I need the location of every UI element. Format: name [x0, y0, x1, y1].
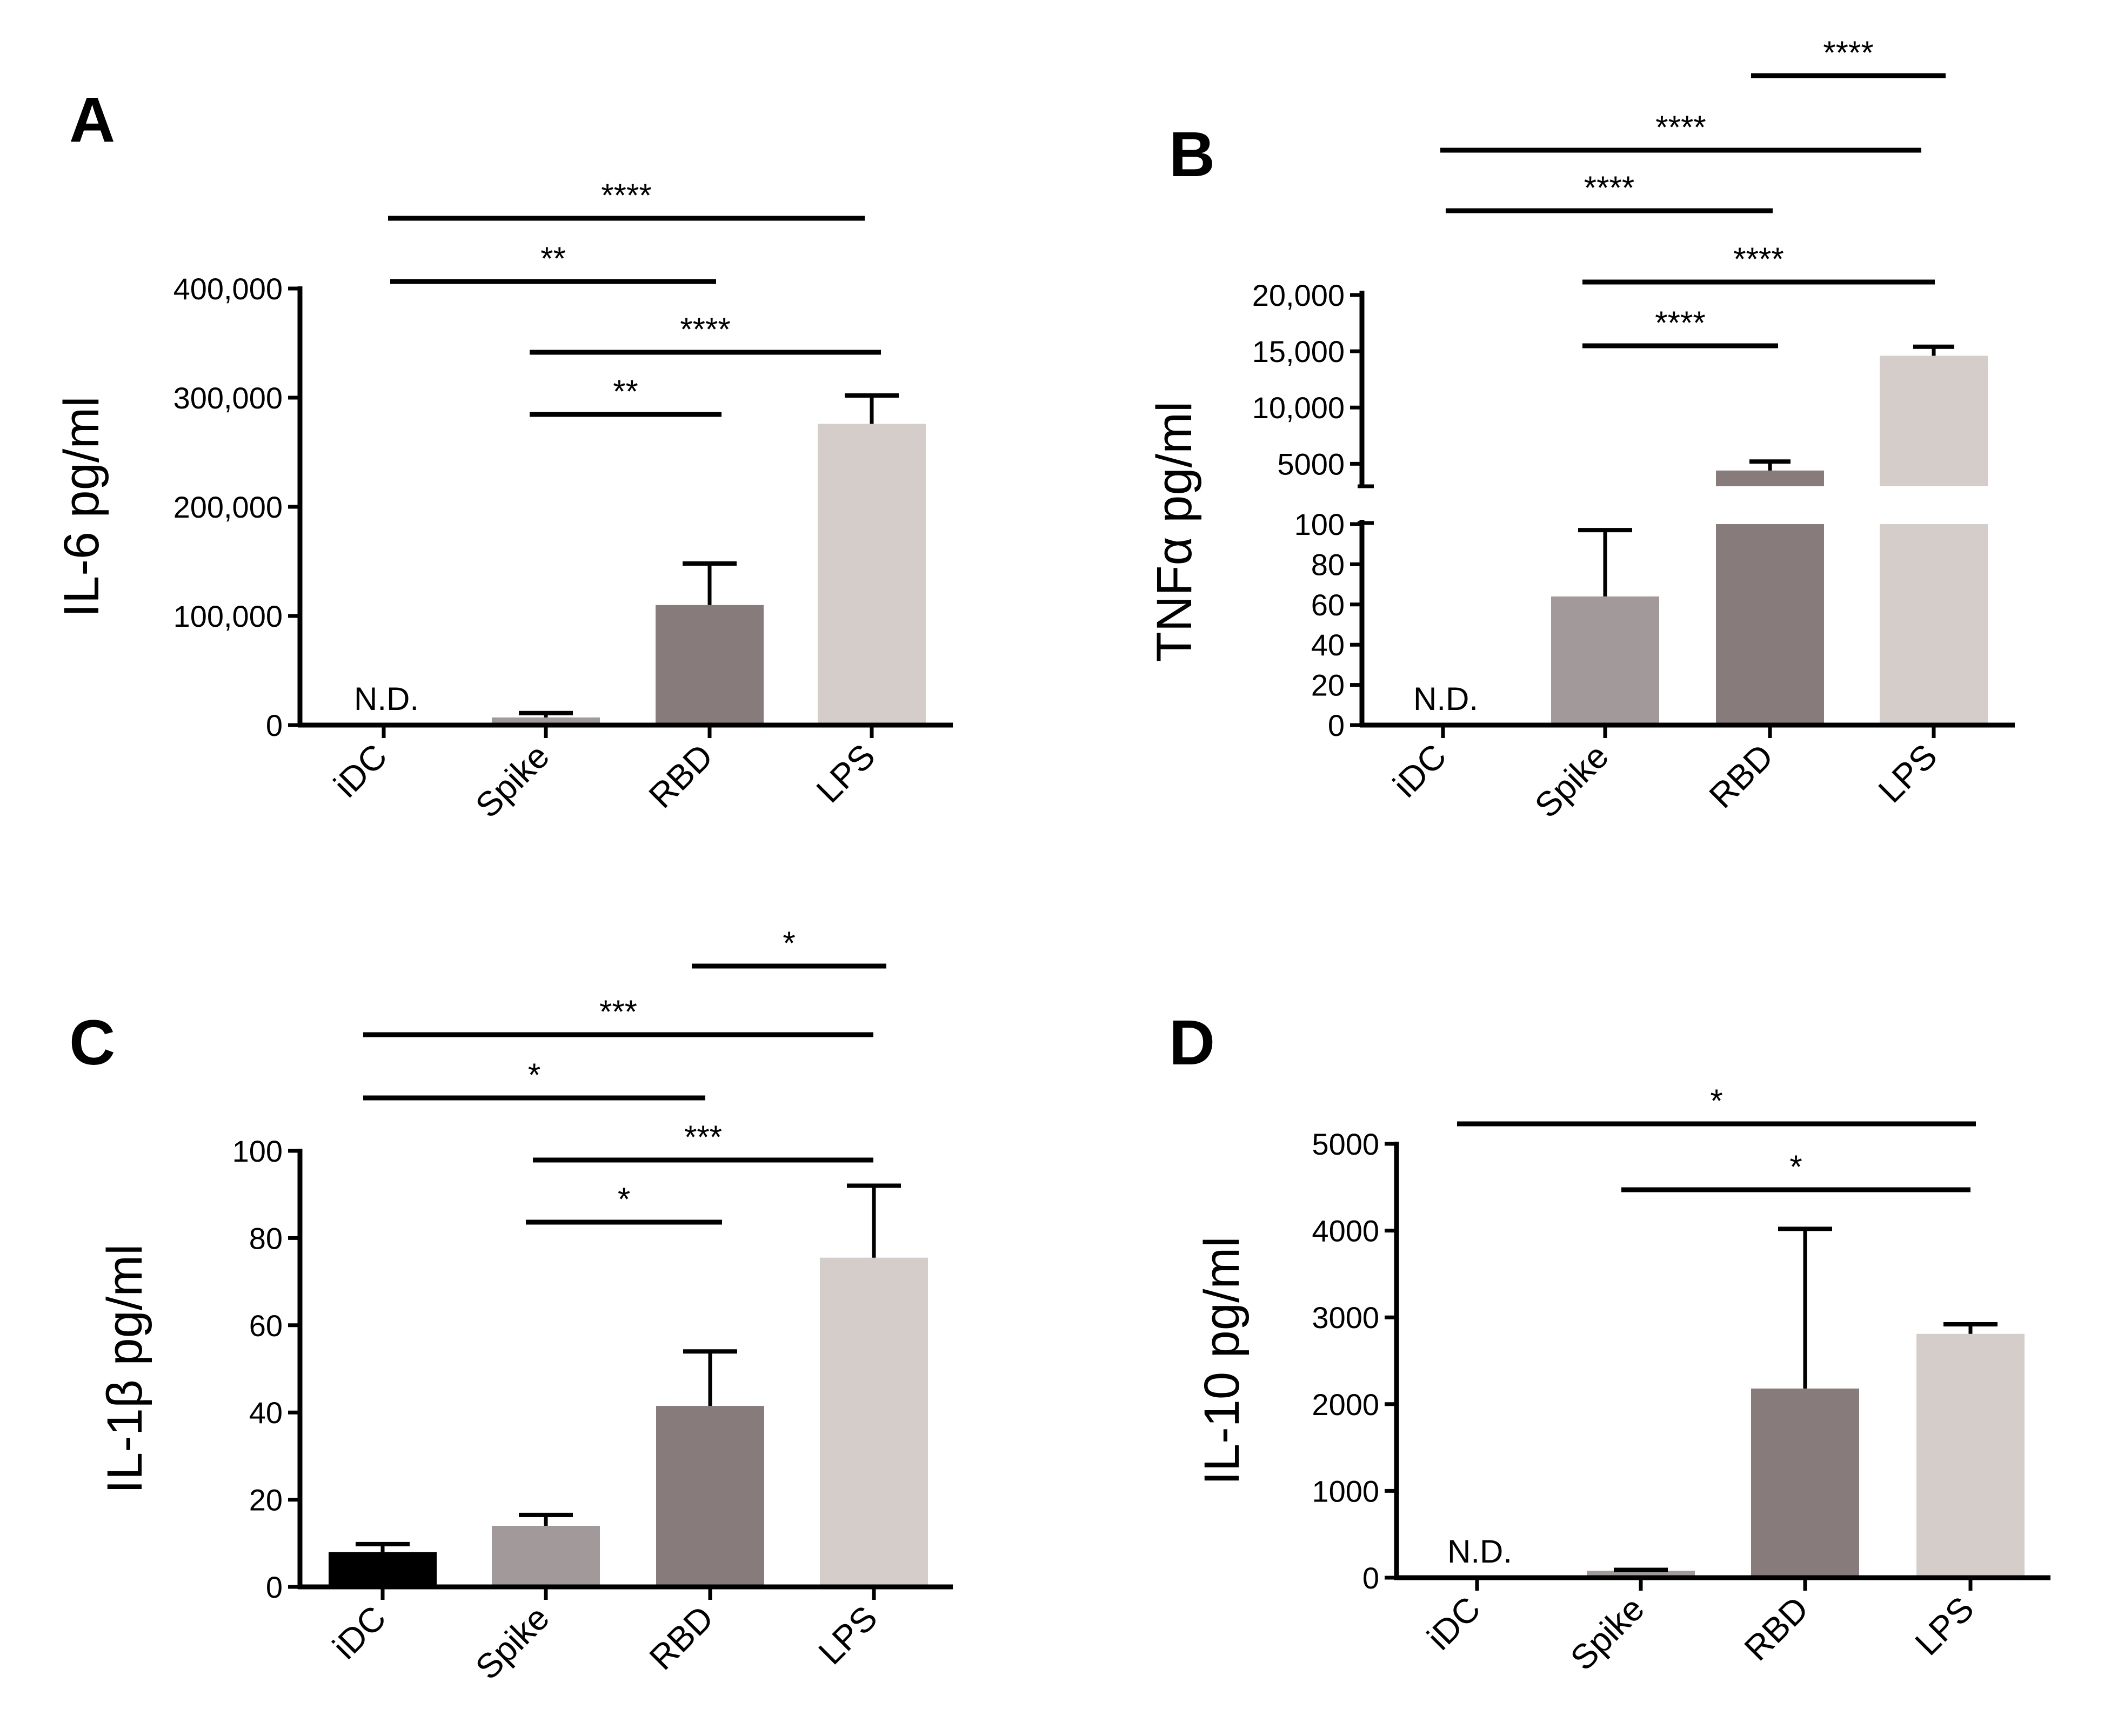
- panel-letter: A: [69, 84, 115, 156]
- y-y-tick-label: 0: [266, 708, 283, 742]
- not-detected-label: N.D.: [1447, 1533, 1512, 1570]
- y-y-tick-label: 0: [1362, 1561, 1379, 1595]
- chart-panel-a: A IL-6 pg/ml 0 100,000 200,000 300,000 400,000…: [54, 84, 953, 825]
- not-detected-label: N.D.: [1413, 681, 1478, 717]
- upper-y-tick-label: 5000: [1277, 447, 1345, 481]
- panel-letter: C: [69, 1007, 115, 1078]
- y-y-tick-label: 80: [249, 1221, 283, 1255]
- significance-stars: **: [613, 373, 638, 410]
- y-y-tick-label: 60: [249, 1309, 283, 1343]
- y-y-tick-label: 400,000: [173, 272, 283, 306]
- y-axis-label: TNFα pg/ml: [1147, 401, 1202, 662]
- significance-stars: ***: [599, 994, 637, 1030]
- significance-stars: ****: [1655, 305, 1705, 341]
- bar-lps: [1880, 356, 1988, 486]
- upper-y-tick-label: 10,000: [1252, 391, 1345, 425]
- bar-lps: [820, 1257, 928, 1587]
- lower-y-tick-label: 100: [1294, 507, 1345, 541]
- bar-spike: [1551, 596, 1659, 725]
- bar-spike: [492, 1526, 600, 1587]
- y-y-tick-label: 100,000: [173, 599, 283, 633]
- y-y-tick-label: 3000: [1312, 1301, 1379, 1335]
- significance-stars: ****: [1733, 241, 1783, 277]
- significance-stars: *: [783, 925, 795, 961]
- chart-panel-b: B TNFα pg/ml 0 20 40 60 80 100 5000 10,000 15,000 2…: [1147, 35, 2015, 825]
- not-detected-label: N.D.: [354, 681, 419, 717]
- significance-stars: *: [1789, 1149, 1802, 1185]
- y-y-tick-label: 1000: [1312, 1474, 1379, 1508]
- y-y-tick-label: 4000: [1312, 1214, 1379, 1248]
- bar-rbd: [656, 605, 764, 725]
- y-axis-label: IL-1β pg/ml: [97, 1244, 152, 1494]
- significance-stars: ****: [680, 311, 730, 347]
- y-y-tick-label: 2000: [1312, 1388, 1379, 1422]
- panel-letter: B: [1169, 119, 1215, 190]
- significance-stars: *: [528, 1057, 540, 1093]
- bar-rbd: [1716, 470, 1824, 486]
- lower-y-tick-label: 80: [1311, 547, 1345, 581]
- lower-y-tick-label: 0: [1328, 708, 1345, 742]
- significance-stars: ****: [1584, 170, 1634, 206]
- y-y-tick-label: 20: [249, 1483, 283, 1517]
- y-y-tick-label: 100: [232, 1134, 283, 1168]
- significance-stars: ****: [601, 177, 651, 213]
- bar-lps: [818, 424, 926, 725]
- bar-rbd-lower: [1716, 524, 1824, 725]
- significance-stars: *: [1710, 1083, 1722, 1119]
- significance-stars: ****: [1655, 109, 1706, 145]
- y-y-tick-label: 5000: [1312, 1127, 1379, 1161]
- panel-letter: D: [1169, 1007, 1215, 1078]
- y-y-tick-label: 200,000: [173, 490, 283, 524]
- bar-rbd: [656, 1406, 764, 1587]
- upper-y-tick-label: 15,000: [1252, 334, 1345, 368]
- bar-lps: [1916, 1333, 2025, 1578]
- y-y-tick-label: 0: [266, 1570, 283, 1604]
- y-axis-label: IL-6 pg/ml: [54, 396, 109, 617]
- lower-y-tick-label: 60: [1311, 588, 1345, 622]
- lower-y-tick-label: 20: [1311, 668, 1345, 702]
- significance-stars: *: [618, 1181, 630, 1217]
- significance-stars: ***: [684, 1119, 722, 1155]
- significance-stars: ****: [1823, 35, 1873, 71]
- lower-y-tick-label: 40: [1311, 628, 1345, 662]
- bar-rbd: [1751, 1388, 1859, 1578]
- upper-y-tick-label: 20,000: [1252, 278, 1345, 312]
- bar-idc: [329, 1552, 437, 1587]
- y-y-tick-label: 300,000: [173, 381, 283, 415]
- significance-stars: **: [540, 240, 566, 277]
- y-axis-label: IL-10 pg/ml: [1194, 1236, 1250, 1485]
- y-y-tick-label: 40: [249, 1396, 283, 1430]
- bar-lps-lower: [1880, 524, 1988, 725]
